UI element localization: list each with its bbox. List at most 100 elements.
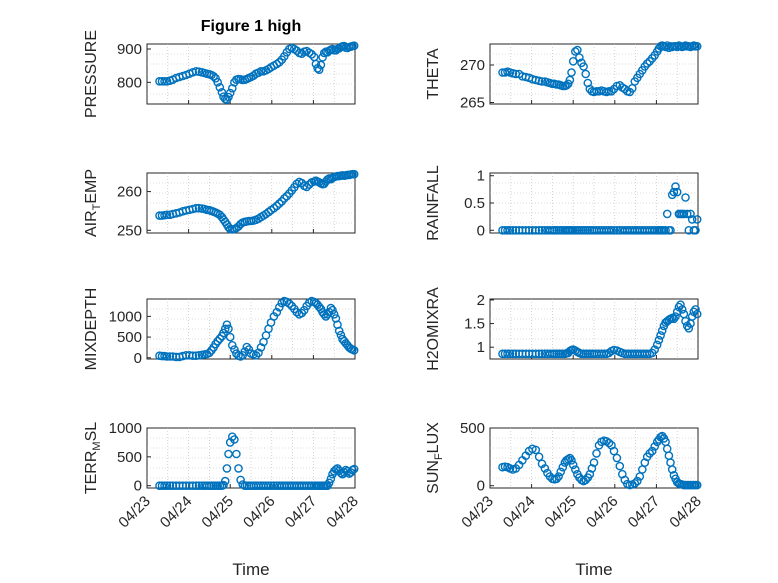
series-markers bbox=[155, 169, 359, 234]
series-markers bbox=[155, 296, 359, 362]
x-tick-label: 04/28 bbox=[666, 493, 705, 532]
data-point bbox=[687, 215, 697, 224]
data-point bbox=[162, 352, 172, 361]
data-point bbox=[160, 481, 169, 491]
data-point bbox=[589, 458, 599, 467]
data-point bbox=[188, 204, 198, 214]
data-point bbox=[264, 481, 273, 491]
data-point bbox=[647, 446, 657, 456]
data-point bbox=[669, 314, 679, 324]
data-point bbox=[681, 193, 690, 202]
y-tick-label: 1000 bbox=[109, 308, 142, 325]
data-point bbox=[220, 324, 230, 334]
data-point bbox=[194, 350, 204, 360]
y-axis-label: SUNFLUX bbox=[425, 422, 445, 494]
data-point bbox=[692, 42, 702, 51]
data-point bbox=[558, 462, 568, 472]
data-point bbox=[205, 348, 214, 358]
data-point bbox=[575, 53, 584, 62]
data-point bbox=[316, 60, 326, 70]
subplot-pressure: 800 900 PRESSURE bbox=[83, 30, 359, 118]
data-point bbox=[692, 215, 702, 224]
series-markers bbox=[498, 431, 702, 490]
data-point bbox=[645, 449, 655, 458]
data-point bbox=[581, 475, 591, 485]
data-point bbox=[657, 326, 667, 336]
data-point bbox=[666, 225, 675, 235]
y-tick-label: 0 bbox=[134, 350, 142, 367]
data-point bbox=[348, 465, 357, 475]
data-point bbox=[556, 467, 566, 477]
data-point bbox=[274, 58, 284, 67]
subplot-terr_msl: 0 500 1000 04/23 04/24 04/25 04/26 04/27 04/28 TE… bbox=[83, 420, 362, 531]
series-markers bbox=[498, 300, 702, 359]
data-point bbox=[157, 77, 167, 86]
data-point bbox=[687, 312, 697, 321]
y-tick-label: 0 bbox=[134, 478, 142, 495]
data-point bbox=[191, 481, 201, 491]
data-point bbox=[531, 75, 541, 85]
data-point bbox=[534, 452, 544, 462]
data-point bbox=[256, 67, 266, 76]
data-point bbox=[615, 461, 625, 471]
data-point bbox=[508, 225, 518, 235]
data-point bbox=[500, 349, 510, 359]
y-tick-label: 500 bbox=[117, 449, 142, 466]
y-tick-label: 2 bbox=[477, 292, 485, 309]
data-point bbox=[531, 349, 541, 359]
data-point bbox=[656, 331, 665, 340]
x-axis-label-left: Time bbox=[232, 560, 269, 579]
data-point bbox=[500, 225, 510, 235]
y-axis-label: PRESSURE bbox=[83, 30, 100, 118]
subplot-mixdepth: 0 500 1000 MIXDEPTH bbox=[83, 288, 359, 370]
y-tick-label: 265 bbox=[460, 95, 485, 112]
data-point bbox=[282, 191, 292, 201]
data-point bbox=[554, 472, 563, 481]
series-markers bbox=[155, 41, 359, 104]
data-point bbox=[162, 481, 172, 491]
data-point bbox=[194, 481, 204, 491]
data-point bbox=[633, 476, 642, 486]
x-tick-label: 04/27 bbox=[625, 493, 664, 532]
data-point bbox=[599, 349, 609, 359]
series-markers bbox=[498, 182, 702, 235]
subplot-air_temp: 250 260 AIRTEMP bbox=[83, 169, 359, 239]
data-point bbox=[349, 169, 359, 179]
y-tick-label: 1 bbox=[477, 168, 485, 185]
data-point bbox=[165, 481, 175, 491]
data-point bbox=[662, 209, 672, 219]
data-point bbox=[630, 479, 640, 488]
y-tick-label: 900 bbox=[117, 41, 142, 58]
data-point bbox=[324, 478, 334, 488]
data-point bbox=[692, 480, 702, 490]
data-point bbox=[676, 300, 685, 310]
subplot-theta: 265 270 THETA bbox=[425, 41, 702, 112]
data-point bbox=[242, 342, 252, 352]
data-point bbox=[684, 323, 694, 333]
data-point bbox=[328, 305, 337, 315]
data-point bbox=[672, 187, 682, 197]
data-point bbox=[667, 465, 677, 474]
data-point bbox=[188, 481, 198, 491]
data-point bbox=[224, 324, 233, 334]
y-tick-label: 500 bbox=[460, 420, 485, 437]
data-point bbox=[650, 345, 660, 354]
data-point bbox=[215, 83, 225, 92]
data-point bbox=[612, 453, 622, 463]
data-point bbox=[691, 305, 700, 314]
data-point bbox=[505, 349, 515, 359]
subplot-h2omixra: 1 1.5 2 H2OMIXRA bbox=[425, 287, 702, 371]
data-point bbox=[191, 203, 201, 213]
subplot-sun_flux: 0 500 04/23 04/24 04/25 04/26 04/27 04/28 SUNFLU… bbox=[425, 420, 705, 531]
data-point bbox=[215, 334, 225, 344]
data-point bbox=[217, 88, 227, 97]
data-point bbox=[609, 446, 619, 456]
data-point bbox=[227, 340, 237, 350]
data-point bbox=[274, 302, 284, 312]
data-point bbox=[165, 352, 175, 361]
data-point bbox=[540, 464, 550, 473]
data-point bbox=[534, 349, 544, 359]
data-point bbox=[302, 182, 312, 192]
data-point bbox=[567, 68, 576, 77]
data-point bbox=[326, 474, 336, 484]
